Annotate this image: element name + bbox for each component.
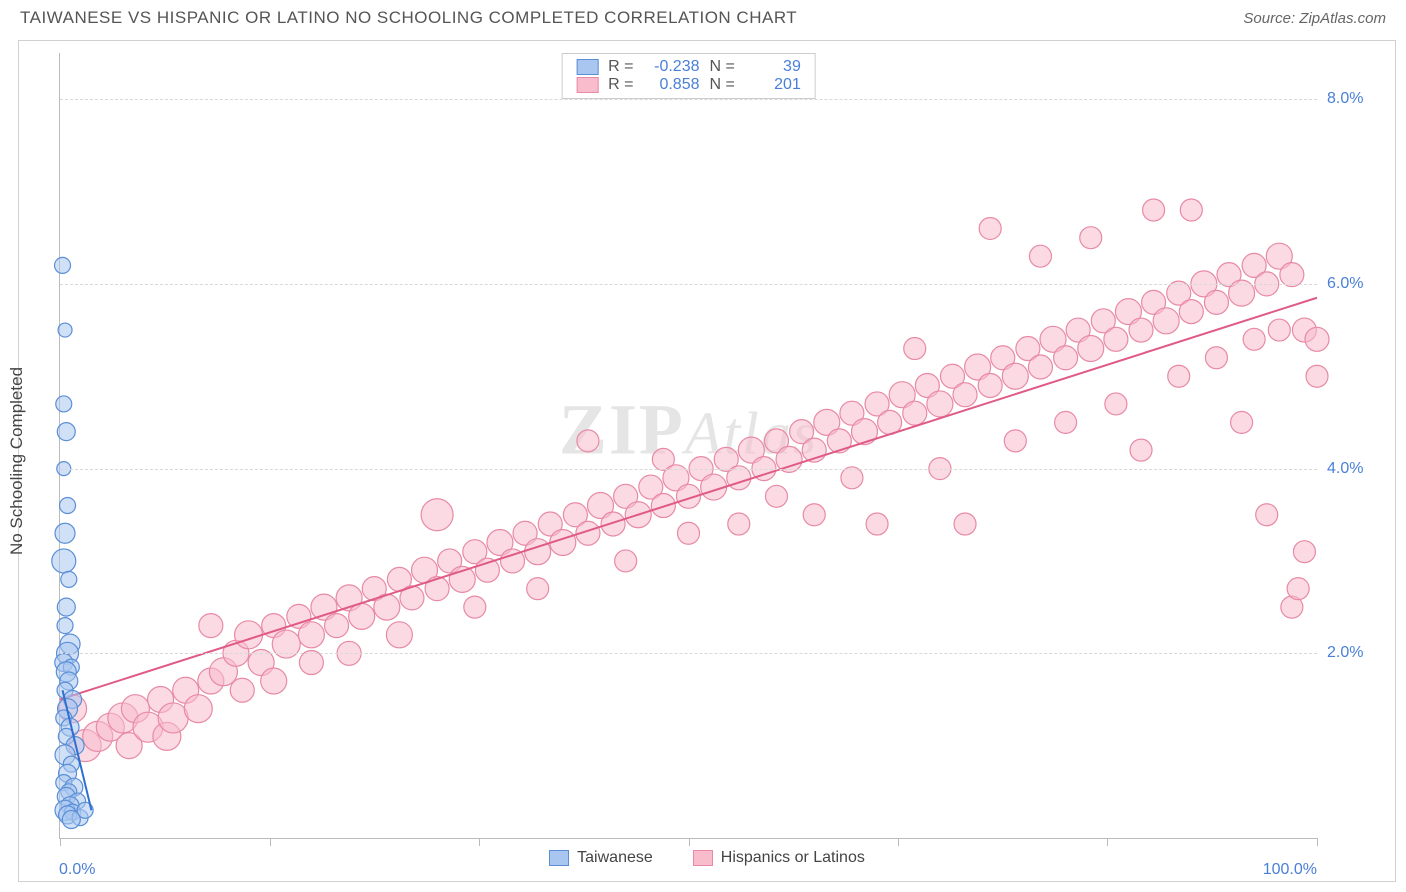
chart-title: TAIWANESE VS HISPANIC OR LATINO NO SCHOO… [20,8,797,28]
title-bar: TAIWANESE VS HISPANIC OR LATINO NO SCHOO… [0,0,1406,32]
scatter-svg [60,53,1317,838]
swatch-blue [576,59,598,75]
y-axis-label: No Schooling Completed [7,367,27,555]
y-tick-label: 4.0% [1327,460,1387,478]
y-tick-label: 8.0% [1327,90,1387,108]
swatch-pink [576,77,598,93]
y-tick-label: 2.0% [1327,644,1387,662]
y-tick-label: 6.0% [1327,275,1387,293]
chart-container: No Schooling Completed ZIPAtlas R = -0.2… [18,40,1396,882]
legend-label-pink: Hispanics or Latinos [721,849,865,867]
stats-legend-box: R = -0.238 N = 39 R = 0.858 N = 201 [561,53,816,99]
blue-N: 39 [745,58,801,76]
legend-swatch-blue [549,850,569,866]
legend-label-blue: Taiwanese [577,849,653,867]
legend-item-pink: Hispanics or Latinos [693,849,865,867]
pink-R: 0.858 [644,76,700,94]
source-label: Source: ZipAtlas.com [1243,10,1386,27]
source-value: ZipAtlas.com [1299,10,1386,27]
stats-row-blue: R = -0.238 N = 39 [576,58,801,76]
legend-swatch-pink [693,850,713,866]
bottom-legend: Taiwanese Hispanics or Latinos [19,849,1395,867]
blue-R: -0.238 [644,58,700,76]
plot-area: ZIPAtlas R = -0.238 N = 39 R = 0.858 N =… [59,53,1317,839]
stats-row-pink: R = 0.858 N = 201 [576,76,801,94]
legend-item-blue: Taiwanese [549,849,653,867]
pink-N: 201 [745,76,801,94]
